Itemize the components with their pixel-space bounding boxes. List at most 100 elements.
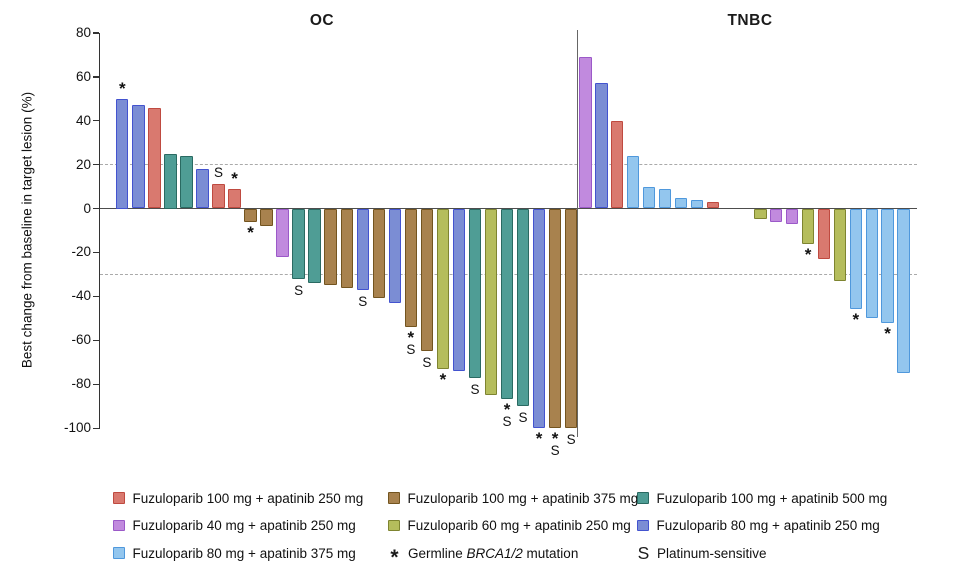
- legend-label: Fuzuloparib 100 mg + apatinib 250 mg: [132, 490, 364, 506]
- bar: [452, 208, 466, 371]
- legend-item: Fuzuloparib 60 mg + apatinib 250 mg: [388, 516, 631, 536]
- brca-mutation-asterisk: *: [247, 222, 254, 242]
- panel-title-tnbc: TNBC: [727, 12, 773, 29]
- brca-mutation-asterisk: *: [118, 78, 126, 98]
- platinum-sensitive-mark: S: [294, 282, 304, 298]
- legend-item: Fuzuloparib 100 mg + apatinib 375 mg: [388, 488, 638, 508]
- bar: [324, 208, 337, 286]
- brca-mutation-asterisk: *: [407, 328, 415, 348]
- y-tick-label: -80: [71, 376, 91, 392]
- y-axis-tick: [93, 76, 99, 78]
- platinum-sensitive-mark: S: [550, 443, 560, 458]
- bar-marker-group: * S: [550, 429, 560, 458]
- bar: [276, 208, 289, 257]
- bar: [770, 208, 783, 222]
- legend-asterisk-marker: *: [390, 545, 399, 569]
- legend-color-swatch: [637, 492, 649, 504]
- bar: [690, 199, 703, 209]
- bar: [706, 201, 719, 209]
- bar: [292, 208, 305, 279]
- y-axis-tick: [93, 383, 99, 385]
- bar: [484, 208, 498, 396]
- y-tick-label: -20: [71, 244, 91, 260]
- bar: [642, 186, 656, 209]
- legend-item: Fuzuloparib 80 mg + apatinib 375 mg: [113, 543, 356, 563]
- y-tick-label: -60: [71, 332, 91, 348]
- legend-item: * Germline BRCA1/2 mutation: [388, 543, 579, 569]
- y-axis-tick: [93, 120, 99, 122]
- brca-mutation-asterisk: *: [804, 244, 812, 264]
- bar: [881, 208, 894, 323]
- bar: [180, 155, 193, 209]
- y-axis-tick: [93, 208, 99, 210]
- bar: [658, 188, 672, 209]
- bar: [372, 208, 385, 299]
- bar: [833, 208, 847, 281]
- bar: [356, 208, 369, 290]
- legend-label: Platinum-sensitive: [657, 545, 767, 561]
- bar-marker-group: S: [358, 294, 367, 308]
- bar-marker-group: S: [470, 382, 479, 396]
- bar-marker-group: S: [213, 165, 223, 181]
- platinum-sensitive-mark: S: [566, 432, 576, 447]
- y-tick-label: 80: [75, 24, 91, 40]
- brca-mutation-asterisk: *: [535, 429, 543, 448]
- bar-marker-group: * S: [406, 328, 415, 356]
- bar: [228, 188, 241, 209]
- bar: [532, 208, 546, 428]
- bar: [897, 208, 910, 374]
- bar: [340, 208, 353, 288]
- y-axis-line: [98, 32, 101, 430]
- y-tick-label: 20: [75, 156, 91, 172]
- panel-title-oc: OC: [309, 12, 335, 29]
- legend-label: Fuzuloparib 100 mg + apatinib 375 mg: [407, 490, 639, 506]
- brca-mutation-asterisk: *: [439, 369, 447, 389]
- bar: [516, 208, 530, 407]
- y-axis-label: Best change from baseline in target lesi…: [19, 91, 35, 369]
- bar: [388, 208, 401, 303]
- bar: [564, 208, 578, 428]
- brca-mutation-asterisk: *: [551, 429, 559, 448]
- bar: [468, 208, 482, 378]
- legend-label: Fuzuloparib 80 mg + apatinib 250 mg: [656, 518, 880, 533]
- y-tick-label: 0: [83, 200, 91, 216]
- legend-item: Fuzuloparib 40 mg + apatinib 250 mg: [113, 516, 356, 536]
- bar-marker-group: S: [422, 355, 432, 371]
- y-axis-tick: [93, 32, 99, 34]
- bar: [164, 153, 177, 209]
- bar: [595, 83, 608, 209]
- legend-item: Fuzuloparib 80 mg + apatinib 250 mg: [637, 516, 880, 536]
- legend-color-swatch: [388, 519, 400, 532]
- bar: [308, 208, 321, 284]
- bar: [436, 208, 450, 369]
- y-axis-tick: [93, 339, 99, 341]
- bar-marker-group: *: [884, 325, 891, 342]
- bar: [849, 208, 862, 310]
- bar: [865, 208, 878, 319]
- bar-marker-group: *: [247, 222, 254, 242]
- bar: [611, 120, 624, 209]
- zero-baseline: [100, 207, 917, 210]
- bar: [548, 208, 562, 428]
- bar-marker-group: *: [804, 244, 812, 264]
- bar-marker-group: *: [535, 429, 543, 448]
- platinum-sensitive-mark: S: [422, 355, 432, 371]
- y-tick-label: 60: [75, 68, 91, 84]
- legend-label: Germline BRCA1/2 mutation: [408, 545, 579, 561]
- platinum-sensitive-mark: S: [518, 410, 528, 426]
- legend-label: Fuzuloparib 80 mg + apatinib 375 mg: [132, 545, 356, 561]
- bar: [579, 57, 592, 209]
- y-axis-tick: [93, 164, 99, 166]
- y-axis-tick: [93, 427, 99, 429]
- platinum-sensitive-mark: S: [502, 414, 512, 430]
- y-axis-tick: [93, 295, 99, 298]
- brca-mutation-asterisk: *: [231, 168, 238, 188]
- bar: [196, 168, 209, 209]
- brca-mutation-asterisk: *: [852, 310, 860, 330]
- bar-marker-group: *: [852, 310, 860, 330]
- bar: [148, 107, 161, 209]
- platinum-sensitive-mark: S: [213, 165, 223, 181]
- bar-marker-group: S: [518, 410, 528, 426]
- bar: [212, 184, 225, 209]
- legend-color-swatch: [388, 492, 400, 504]
